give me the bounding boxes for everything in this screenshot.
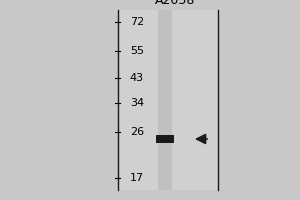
Bar (118, 10, 218, 190)
Bar (158, 10, 172, 190)
Text: 43: 43 (130, 73, 144, 83)
Text: 17: 17 (130, 173, 144, 183)
Text: 55: 55 (130, 46, 144, 56)
Bar (156, 135, 174, 143)
Text: A2058: A2058 (155, 0, 195, 7)
Text: 26: 26 (130, 127, 144, 137)
Text: 72: 72 (130, 17, 144, 27)
Text: 34: 34 (130, 98, 144, 108)
